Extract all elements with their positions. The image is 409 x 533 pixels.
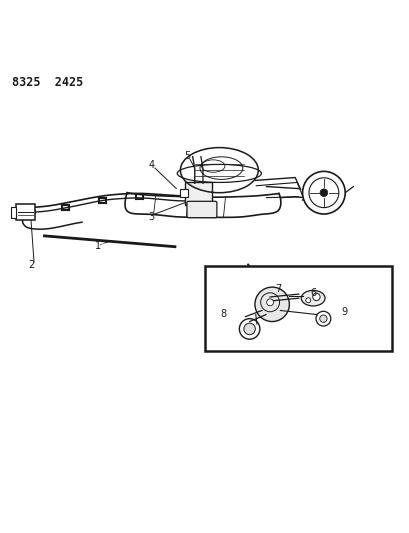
Circle shape xyxy=(239,319,259,339)
Bar xyxy=(204,266,391,351)
FancyBboxPatch shape xyxy=(180,189,188,197)
Text: 3: 3 xyxy=(148,212,153,222)
Text: 5: 5 xyxy=(183,151,190,161)
Text: 9: 9 xyxy=(341,306,346,317)
Circle shape xyxy=(302,172,344,214)
Bar xyxy=(16,204,35,220)
Circle shape xyxy=(319,315,326,322)
Text: 1: 1 xyxy=(94,241,100,252)
Text: 2: 2 xyxy=(28,260,34,270)
Circle shape xyxy=(312,293,319,301)
Text: 8: 8 xyxy=(220,309,226,319)
Circle shape xyxy=(266,299,273,306)
Circle shape xyxy=(243,323,255,335)
Bar xyxy=(11,207,16,217)
FancyBboxPatch shape xyxy=(187,201,216,217)
Text: 4: 4 xyxy=(149,160,155,170)
Circle shape xyxy=(319,189,327,197)
Text: 8325  2425: 8325 2425 xyxy=(12,76,83,89)
Ellipse shape xyxy=(301,290,324,306)
Circle shape xyxy=(305,298,310,303)
Circle shape xyxy=(315,311,330,326)
Circle shape xyxy=(254,287,289,321)
Text: 7: 7 xyxy=(275,284,281,294)
Text: 6: 6 xyxy=(310,288,316,298)
FancyBboxPatch shape xyxy=(185,182,212,205)
